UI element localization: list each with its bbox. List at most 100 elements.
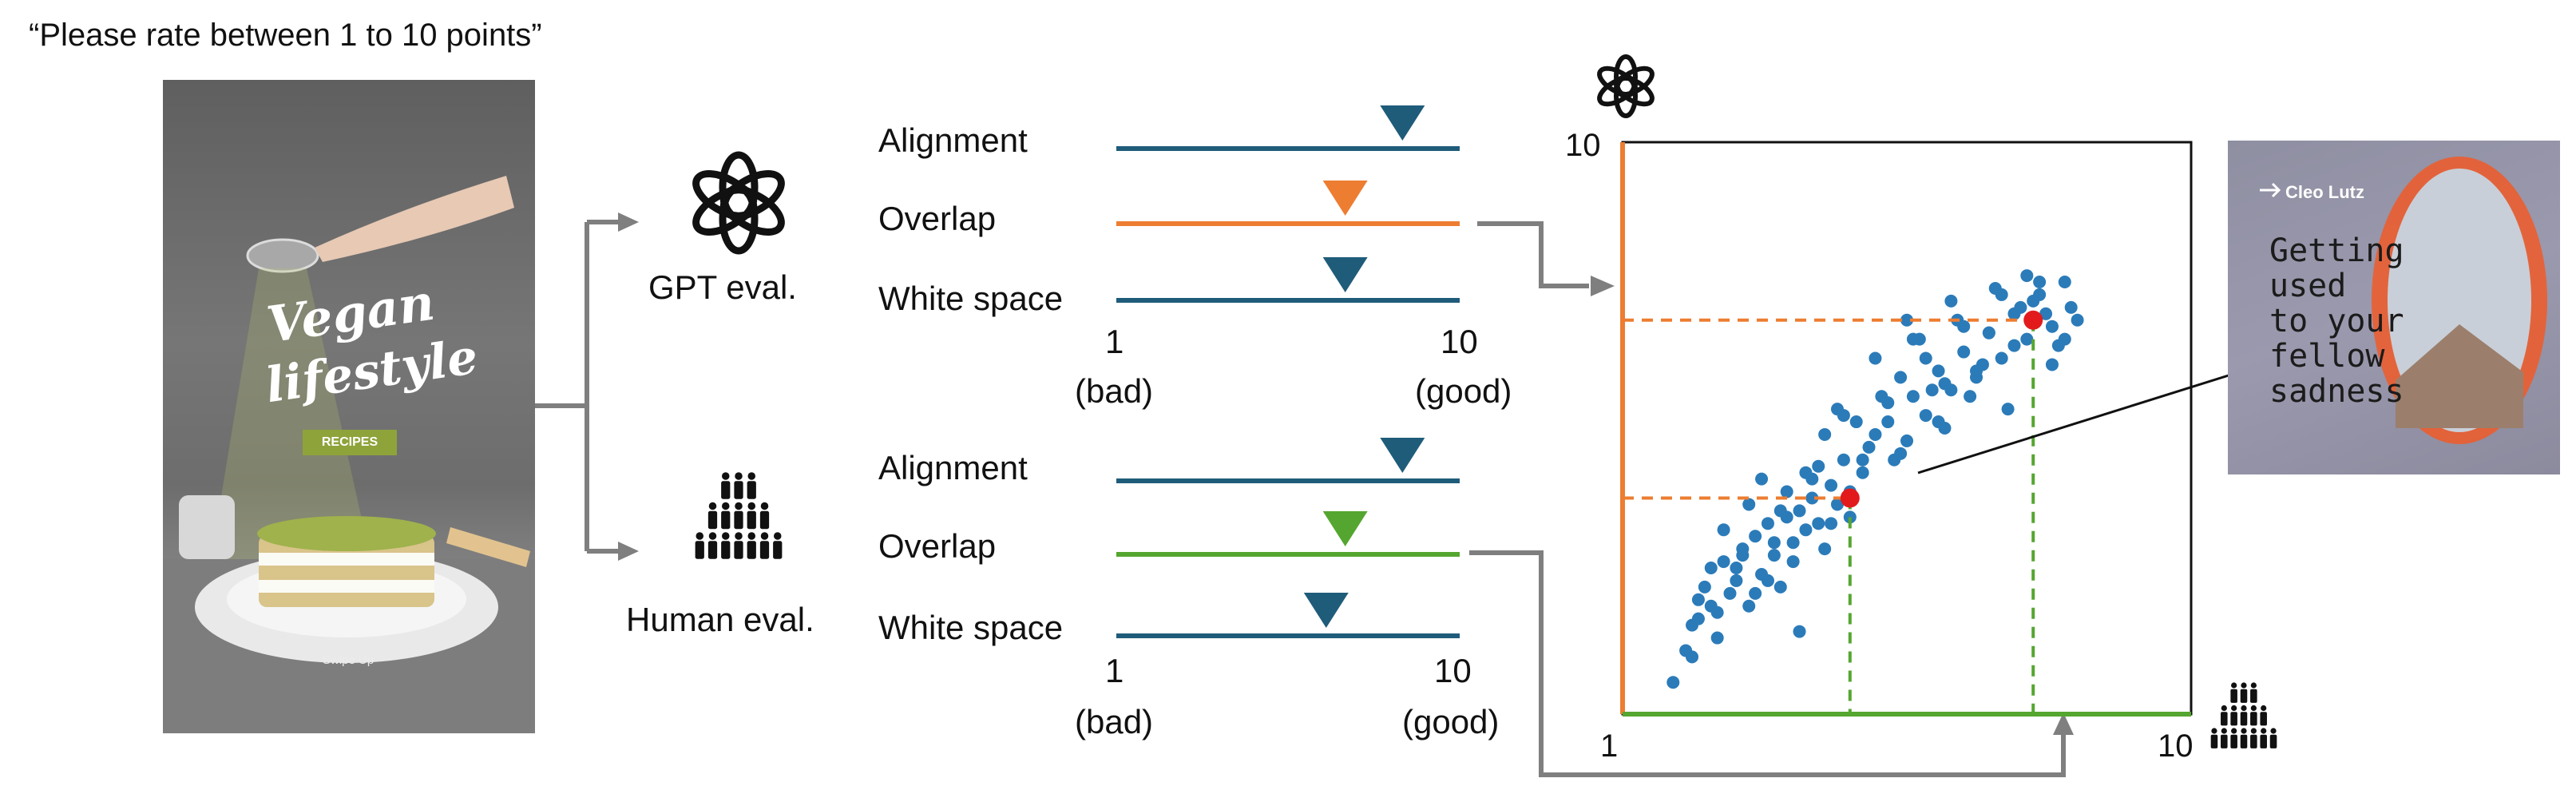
highlight-point-2 <box>1840 488 1860 508</box>
small-icon-person-body <box>2260 712 2267 726</box>
human-icon-person-head <box>735 502 743 510</box>
human-icon-person-head <box>760 532 769 540</box>
arrow-to-gpt-icon <box>618 212 639 232</box>
scatter-point <box>1755 472 1769 486</box>
scatter-point <box>1717 555 1730 569</box>
scatter-point <box>1749 586 1762 600</box>
arrow-to-chart-x-icon <box>2053 713 2074 735</box>
human-icon-person-body <box>734 541 743 559</box>
scatter-point <box>1894 371 1908 384</box>
scatter-point <box>1767 536 1781 550</box>
small-icon-person-body <box>2250 734 2257 748</box>
chart-frame <box>1621 141 2193 716</box>
small-icon-person-body <box>2260 734 2267 748</box>
rating-sliders <box>1116 105 1460 638</box>
scatter-point <box>1825 478 1838 492</box>
scatter-point <box>1906 332 1920 346</box>
gpt-slider-marker-2 <box>1322 257 1368 292</box>
human-icon-person-body <box>721 481 731 499</box>
human-icon-person-head <box>747 502 755 510</box>
scatter-point <box>2045 320 2059 333</box>
human-icon-person-head <box>747 532 755 540</box>
scatter-point <box>1736 549 1750 562</box>
scatter-point <box>1830 498 1844 511</box>
human-icon-person-head <box>722 502 730 510</box>
small-icon-person-body <box>2240 734 2248 748</box>
highlight-guides <box>1623 310 2043 714</box>
scatter-point <box>1988 281 2002 295</box>
scatter-point <box>1666 676 1680 689</box>
scatter-point <box>1881 415 1895 429</box>
scatter-point <box>1698 580 1711 594</box>
scatter-point <box>1793 625 1806 638</box>
small-icon-person-head <box>2221 705 2227 712</box>
human-icon-person-body <box>747 481 756 499</box>
gpt-slider-marker-1 <box>1322 181 1368 216</box>
scatter-point <box>1982 326 1995 339</box>
scatter-point <box>1761 574 1774 587</box>
scatter-point <box>1767 549 1781 562</box>
small-icon-person-body <box>2210 734 2218 748</box>
scatter-point <box>1710 631 1724 645</box>
human-criterion-overlap: Overlap <box>878 527 997 565</box>
scatter-point <box>1812 459 1825 473</box>
human-slider-marker-2 <box>1303 593 1349 628</box>
scatter-point <box>1830 403 1844 416</box>
scatter-point <box>1900 434 1913 447</box>
scatter-point <box>2007 339 2021 352</box>
human-icon-person-body <box>721 510 731 530</box>
callout-line <box>1917 369 2245 474</box>
scatter-point <box>1786 536 1800 550</box>
small-icon-person-head <box>2250 705 2257 712</box>
human-icon-person-body <box>759 541 770 559</box>
small-icon-person-body <box>2250 689 2257 703</box>
scatter-point <box>1691 593 1705 606</box>
scatter-point <box>1717 523 1730 537</box>
small-icon-person-head <box>2231 682 2237 689</box>
scatter-point <box>1805 491 1819 505</box>
scatter-point <box>1773 504 1787 518</box>
scatter-point <box>1780 485 1793 498</box>
scatter-point <box>1723 586 1737 600</box>
scatter-point <box>1964 390 1977 403</box>
scatter-point <box>2027 294 2040 308</box>
human-icon-person-head <box>708 502 717 510</box>
scatter-point <box>1704 599 1718 613</box>
small-icon-person-body <box>2240 712 2248 726</box>
scatter-point <box>1932 364 1945 378</box>
scatter-point <box>1919 351 1932 365</box>
scatter-point <box>2058 332 2071 346</box>
people-group-icon <box>695 472 783 559</box>
small-icon-person-head <box>2261 728 2267 734</box>
prompt-text: “Please rate between 1 to 10 points” <box>29 18 542 53</box>
poster-swipe-text: Swipe Up <box>323 653 375 667</box>
chart-x-min-label: 1 <box>1600 728 1619 764</box>
human-scale-min-label: (bad) <box>1075 703 1154 740</box>
arrow-to-chart-y-icon <box>1591 276 1615 296</box>
scatter-point <box>1888 453 1901 466</box>
human-eval-label: Human eval. <box>626 601 814 638</box>
scatter-point <box>1862 440 1876 454</box>
small-icon-person-body <box>2230 689 2237 703</box>
arrow-to-human-icon <box>618 542 639 561</box>
poster-art <box>163 176 535 733</box>
chart-x-max-label: 10 <box>2158 728 2194 764</box>
small-icon-person-body <box>2240 689 2248 703</box>
sample-design-thumbnail: Cleo Lutz Getting used to your fellow sa… <box>2228 141 2560 474</box>
scatter-point <box>2045 358 2059 371</box>
scatter-point <box>1837 453 1850 466</box>
scatter-point <box>1875 390 1888 403</box>
human-icon-person-body <box>747 510 756 530</box>
small-icon-person-head <box>2241 705 2247 712</box>
scatter-point <box>1938 377 1952 391</box>
scatter-point <box>1995 351 2008 365</box>
scatter-point <box>1856 453 1869 466</box>
human-overlap-connector <box>1469 550 2066 777</box>
gpt-slider-marker-0 <box>1380 105 1425 141</box>
human-icon-person-body <box>773 541 783 559</box>
human-icon-person-body <box>734 481 743 499</box>
human-icon-person-head <box>722 472 730 480</box>
thumbnail-poem: Getting used to your fellow sadness <box>2269 232 2404 410</box>
chart-y-max-label: 10 <box>1565 128 1601 163</box>
